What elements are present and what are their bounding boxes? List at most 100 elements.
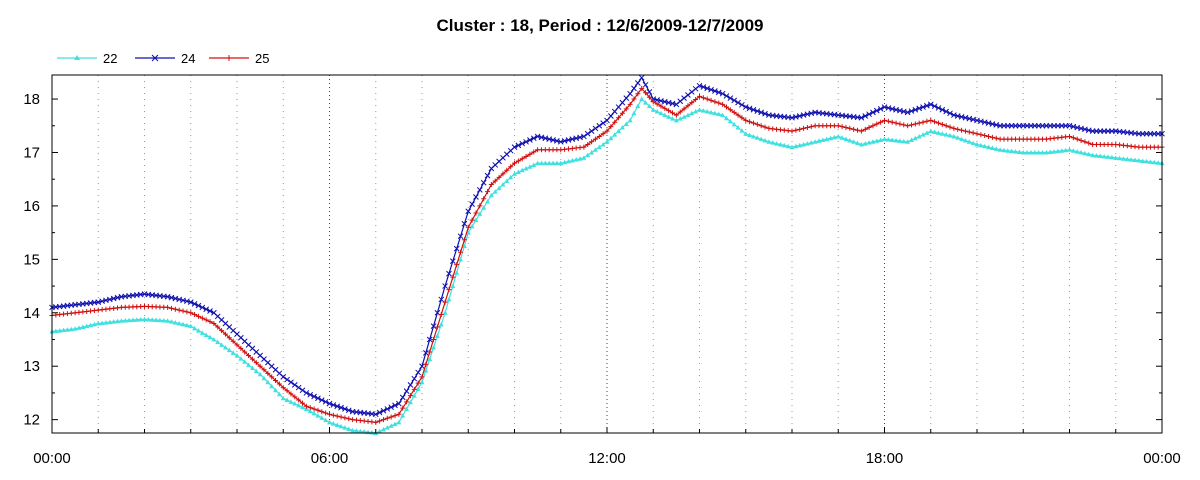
point-marker bbox=[893, 137, 899, 143]
point-marker bbox=[631, 110, 637, 116]
point-marker bbox=[735, 99, 741, 106]
point-marker bbox=[442, 310, 448, 315]
point-marker bbox=[1020, 149, 1026, 155]
y-tick-label: 13 bbox=[23, 358, 40, 375]
point-marker bbox=[750, 133, 756, 139]
point-marker bbox=[700, 84, 707, 90]
point-marker bbox=[735, 112, 741, 118]
point-marker bbox=[107, 319, 113, 325]
point-marker bbox=[689, 110, 695, 116]
point-marker bbox=[330, 412, 336, 418]
point-marker bbox=[535, 160, 541, 166]
point-marker bbox=[161, 318, 167, 323]
point-marker bbox=[334, 403, 341, 410]
point-marker bbox=[342, 406, 348, 412]
point-marker bbox=[831, 134, 837, 140]
point-marker bbox=[372, 411, 379, 418]
point-marker bbox=[488, 192, 494, 198]
point-marker bbox=[770, 140, 776, 145]
point-marker bbox=[696, 82, 703, 89]
point-marker bbox=[951, 133, 957, 139]
point-marker bbox=[986, 133, 992, 139]
point-marker bbox=[242, 349, 248, 355]
point-marker bbox=[508, 164, 514, 170]
point-marker bbox=[1059, 148, 1065, 153]
point-marker bbox=[323, 410, 329, 416]
point-marker bbox=[284, 397, 290, 403]
point-marker bbox=[311, 406, 317, 412]
point-marker bbox=[396, 400, 402, 407]
point-marker bbox=[292, 394, 298, 400]
point-marker bbox=[866, 125, 872, 131]
point-marker bbox=[68, 326, 74, 332]
point-marker bbox=[947, 124, 953, 130]
point-marker bbox=[1155, 160, 1161, 165]
point-marker bbox=[138, 316, 144, 322]
point-marker bbox=[716, 100, 722, 106]
point-marker bbox=[866, 140, 872, 145]
point-marker bbox=[84, 323, 90, 329]
point-marker bbox=[743, 131, 749, 136]
legend-label-25: 25 bbox=[255, 51, 269, 66]
point-marker bbox=[380, 426, 386, 432]
point-marker bbox=[253, 368, 259, 374]
point-marker bbox=[346, 416, 352, 422]
point-marker bbox=[1005, 148, 1011, 153]
point-marker bbox=[1047, 149, 1053, 155]
point-marker bbox=[53, 328, 59, 334]
point-marker bbox=[604, 139, 610, 144]
point-marker bbox=[288, 399, 294, 404]
point-marker bbox=[1074, 136, 1080, 142]
point-marker bbox=[658, 110, 664, 116]
point-marker bbox=[692, 85, 699, 92]
point-marker bbox=[407, 382, 414, 388]
point-marker bbox=[207, 334, 213, 340]
point-marker bbox=[188, 310, 194, 316]
point-marker bbox=[226, 347, 232, 353]
point-marker bbox=[993, 135, 999, 141]
point-marker bbox=[357, 428, 363, 434]
point-marker bbox=[157, 317, 163, 323]
point-marker bbox=[145, 316, 151, 322]
point-marker bbox=[469, 201, 475, 207]
point-marker bbox=[384, 415, 390, 421]
point-marker bbox=[1001, 147, 1007, 153]
x-tick-label: 06:00 bbox=[311, 450, 349, 467]
point-marker bbox=[176, 320, 182, 326]
point-marker bbox=[747, 119, 753, 125]
point-marker bbox=[851, 126, 857, 132]
point-marker bbox=[801, 125, 807, 131]
legend-marker bbox=[74, 55, 80, 60]
point-marker bbox=[704, 109, 710, 114]
point-marker bbox=[878, 119, 884, 125]
point-marker bbox=[511, 144, 518, 150]
point-marker bbox=[315, 395, 321, 402]
point-marker bbox=[1120, 156, 1126, 161]
point-marker bbox=[581, 155, 587, 160]
point-marker bbox=[484, 172, 491, 179]
legend: 22 24 25 bbox=[57, 51, 269, 66]
point-marker bbox=[789, 144, 795, 150]
point-marker bbox=[411, 375, 418, 382]
point-marker bbox=[238, 356, 244, 361]
point-marker bbox=[296, 397, 302, 403]
point-marker bbox=[643, 90, 649, 96]
point-marker bbox=[658, 103, 664, 109]
point-marker bbox=[901, 138, 907, 144]
point-marker bbox=[685, 112, 691, 118]
point-marker bbox=[723, 93, 730, 99]
point-marker bbox=[727, 118, 733, 124]
point-marker bbox=[1124, 156, 1130, 162]
point-marker bbox=[569, 157, 575, 163]
point-marker bbox=[904, 109, 911, 116]
point-marker bbox=[777, 141, 783, 147]
point-marker bbox=[280, 374, 287, 380]
point-marker bbox=[673, 117, 679, 123]
point-marker bbox=[708, 86, 714, 93]
point-marker bbox=[311, 410, 317, 416]
point-marker bbox=[704, 85, 711, 92]
point-marker bbox=[338, 404, 344, 411]
point-marker bbox=[639, 96, 645, 102]
point-marker bbox=[222, 345, 228, 350]
point-marker bbox=[318, 397, 325, 403]
